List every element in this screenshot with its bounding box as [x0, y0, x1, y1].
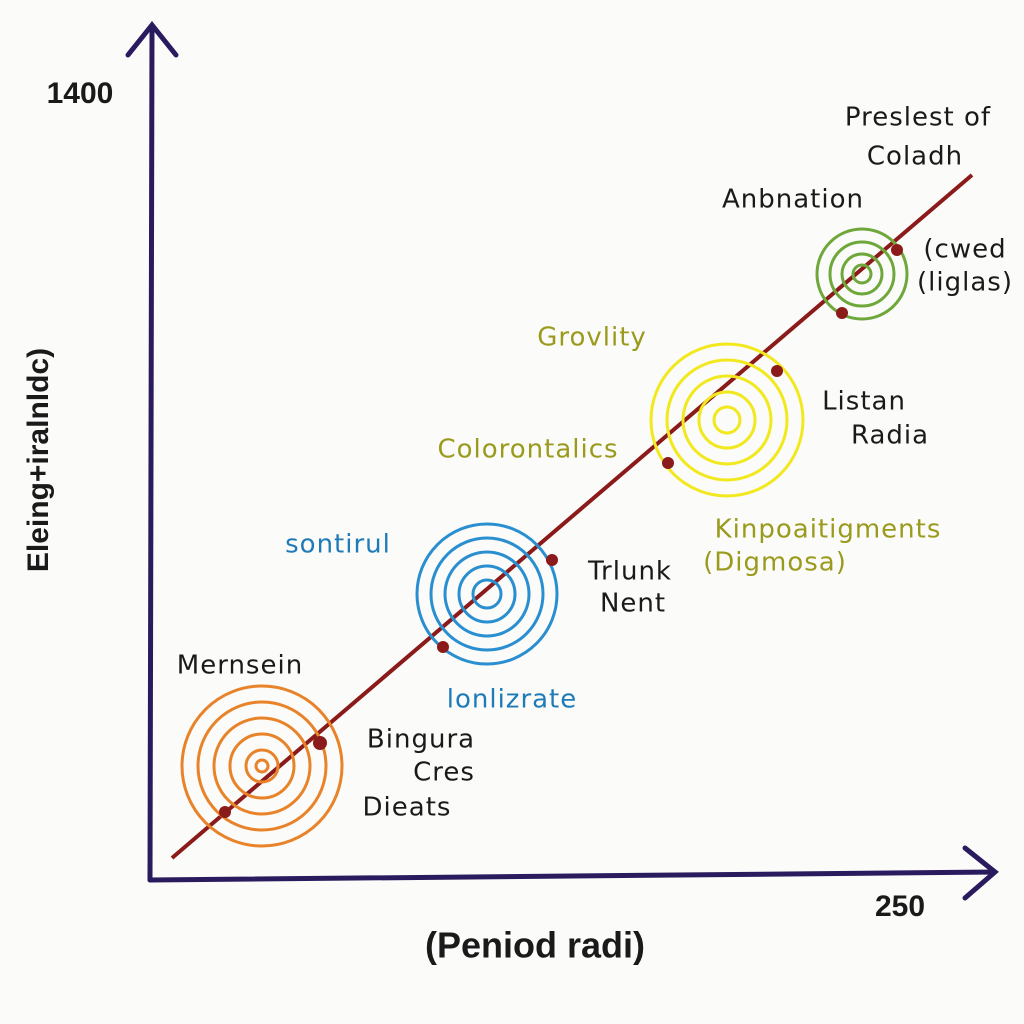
- x-axis: [147, 845, 999, 901]
- yellow-spiral: [649, 342, 805, 498]
- label: (Digmosa): [703, 548, 847, 578]
- line-dots: [219, 244, 903, 818]
- label: Dieats: [363, 793, 452, 823]
- label: Trlunk: [587, 557, 672, 587]
- label: Anbnation: [722, 185, 864, 215]
- label: Kinpoaitigments: [715, 515, 942, 545]
- orange-spiral: [180, 684, 344, 848]
- label: Listan: [822, 387, 906, 417]
- blue-spiral: [415, 522, 559, 666]
- axes: [125, 20, 999, 901]
- x-title: (Peniod radi): [425, 925, 645, 966]
- x-end-label: 250: [875, 890, 925, 923]
- label: Cres: [413, 758, 475, 788]
- label: Bingura: [367, 725, 475, 755]
- label: (cwed: [923, 235, 1006, 265]
- label: (liglas): [917, 268, 1013, 298]
- y-title: Eleing+iralnldc): [22, 348, 55, 572]
- label: Grovlity: [537, 323, 647, 353]
- y-top-label: 1400: [47, 77, 114, 110]
- green-spiral: [815, 227, 909, 321]
- label: Radia: [851, 421, 929, 451]
- label: Coladh: [867, 142, 963, 172]
- label: Preslest of: [845, 103, 991, 133]
- label: Colorontalics: [437, 435, 618, 465]
- label: lonlizrate: [447, 685, 578, 715]
- y-axis: [125, 20, 179, 883]
- label: Nent: [600, 589, 666, 619]
- label: sontirul: [285, 530, 391, 560]
- label: Mernsein: [177, 651, 303, 681]
